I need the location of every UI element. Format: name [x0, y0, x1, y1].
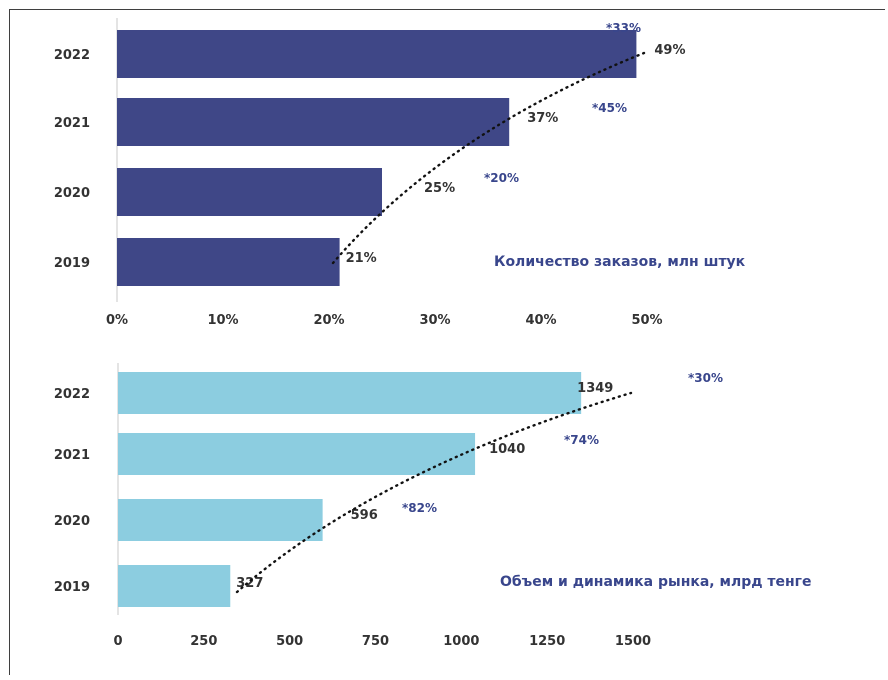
chart-title: Объем и динамика рынка, млрд тенге [500, 574, 812, 590]
bar [117, 238, 340, 286]
chart-title: Количество заказов, млн штук [494, 254, 746, 270]
x-tick-label: 0 [113, 634, 122, 649]
x-tick-label: 250 [190, 634, 217, 649]
x-tick-label: 40% [525, 313, 556, 328]
data-label: 1349 [577, 381, 613, 396]
x-tick-label: 20% [313, 313, 344, 328]
data-label: 596 [351, 508, 378, 523]
data-label: 49% [654, 43, 685, 58]
x-tick-label: 1250 [529, 634, 565, 649]
category-label: 2020 [54, 514, 90, 529]
x-tick-label: 500 [276, 634, 303, 649]
x-tick-label: 1000 [443, 634, 479, 649]
charts-svg: 0% 10% 20% 30% 40% 50% 2022 49% *33% 2021 37% *45% 2… [54, 18, 812, 649]
x-tick-label: 1500 [615, 634, 651, 649]
bar [118, 565, 231, 607]
bar [117, 168, 382, 216]
bar [118, 499, 323, 541]
data-label: 25% [424, 181, 455, 196]
category-label: 2021 [54, 116, 90, 131]
x-tick-label: 0% [106, 313, 128, 328]
category-label: 2022 [54, 48, 90, 63]
growth-label: *33% [606, 21, 641, 35]
category-label: 2020 [54, 186, 90, 201]
trend-line [235, 391, 633, 594]
data-label: 37% [527, 111, 558, 126]
data-label: 327 [236, 576, 263, 591]
growth-label: *82% [402, 501, 437, 515]
x-tick-label: 30% [419, 313, 450, 328]
bar [118, 372, 582, 414]
data-label: 21% [346, 251, 377, 266]
bar [118, 433, 476, 475]
growth-label: *20% [484, 171, 519, 185]
x-tick-label: 10% [207, 313, 238, 328]
chart-1: 0% 10% 20% 30% 40% 50% 2022 49% *33% 2021 37% *45% 2… [54, 18, 746, 328]
bar [117, 30, 637, 78]
category-label: 2019 [54, 256, 90, 271]
category-label: 2019 [54, 580, 90, 595]
data-label: 1040 [489, 442, 525, 457]
growth-label: *74% [564, 433, 599, 447]
growth-label: *45% [592, 101, 627, 115]
chart-frame: 0% 10% 20% 30% 40% 50% 2022 49% *33% 2021 37% *45% 2… [9, 9, 885, 675]
trend-line [331, 51, 646, 265]
category-label: 2021 [54, 448, 90, 463]
category-label: 2022 [54, 387, 90, 402]
x-tick-label: 750 [362, 634, 389, 649]
chart-2: 0 250 500 750 1000 1250 1500 2022 1349 *30% 2021 10… [54, 363, 812, 649]
x-tick-label: 50% [631, 313, 662, 328]
growth-label: *30% [688, 371, 723, 385]
bar [117, 98, 510, 146]
